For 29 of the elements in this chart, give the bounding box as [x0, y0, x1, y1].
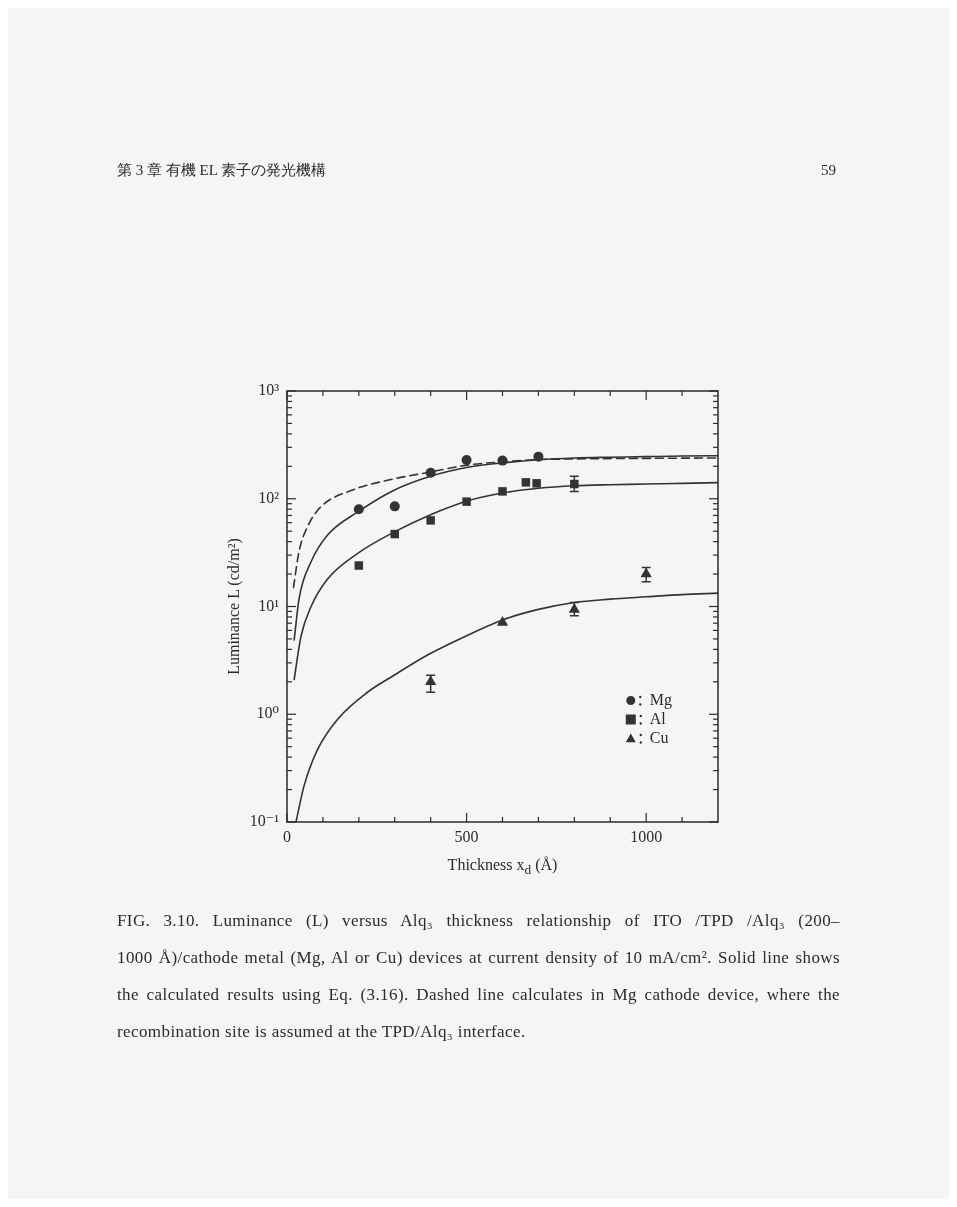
x-axis-title: Thickness x$_{d}$ (Å)	[446, 855, 559, 880]
y-tick-label: 10³	[258, 381, 280, 399]
legend-label: Mg	[649, 690, 673, 709]
legend-label: Cu	[649, 728, 669, 746]
point	[461, 454, 472, 465]
text: 59	[821, 161, 836, 180]
y-axis-title: Luminance L (cd/m²)	[224, 538, 243, 675]
legend-label: Al	[649, 709, 667, 727]
point	[498, 487, 507, 496]
point	[533, 451, 544, 462]
x-tick-label: 500	[454, 827, 479, 845]
y-tick-label: 10²	[258, 488, 280, 506]
point	[497, 455, 508, 466]
caption: FIG. 3.10. Luminance (L) versus Alq₃ thickness relationship of ITO /TPD /Alq₃ (200–1000 Å)/cathode metal (Mg, Al or Cu) devices at current density of 10 mA/cm². Solid line shows the calculated results using Eq. (3.16). Dashed line calculates in Mg cathode device, where the recombination site is assumed at the TPD/Alq₃ interface.	[117, 910, 840, 1043]
y-tick-label: 10⁰	[256, 704, 279, 722]
x-tick-label: 1000	[630, 827, 663, 845]
point	[496, 616, 509, 626]
point	[389, 501, 400, 512]
point	[426, 516, 435, 525]
point	[353, 504, 364, 515]
point	[521, 478, 531, 487]
x-tick-label: 0	[283, 827, 291, 845]
text: 第 3 章 有機 EL 素子の発光機構	[117, 161, 327, 180]
point	[532, 479, 541, 488]
point	[354, 561, 364, 570]
point	[462, 497, 471, 506]
y-tick-label: 10¹	[258, 596, 280, 614]
y-tick-label: 10⁻¹	[249, 812, 280, 830]
point	[425, 467, 436, 478]
